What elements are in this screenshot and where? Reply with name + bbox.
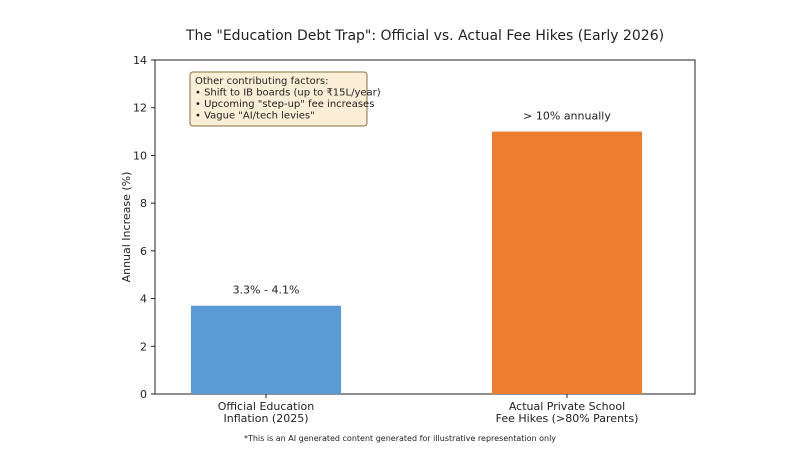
y-tick-label: 12	[133, 102, 147, 115]
y-tick-label: 2	[140, 340, 147, 353]
x-tick-label: Fee Hikes (>80% Parents)	[496, 412, 639, 425]
y-axis-label: Annual Increase (%)	[120, 172, 133, 283]
data-label: > 10% annually	[523, 110, 611, 123]
plot-frame	[154, 59, 696, 395]
x-tick-label: Official Education	[218, 400, 314, 413]
annotation-line: • Vague "AI/tech levies"	[195, 111, 315, 122]
annotation-line: • Upcoming "step-up" fee increases	[195, 99, 374, 110]
x-tick-label: Actual Private School	[509, 400, 625, 413]
x-tick-label: Inflation (2025)	[223, 412, 308, 425]
y-tick-label: 10	[133, 149, 147, 162]
annotation-line: Other contributing factors:	[195, 76, 328, 87]
annotation-line: • Shift to IB boards (up to ₹15L/year)	[195, 88, 381, 99]
y-tick-label: 6	[140, 245, 147, 258]
y-tick-label: 4	[140, 293, 147, 306]
chart-title: The "Education Debt Trap": Official vs. …	[185, 28, 664, 44]
data-label: 3.3% - 4.1%	[233, 284, 300, 297]
y-tick-label: 14	[133, 54, 147, 67]
disclaimer-text: *This is an AI generated content generat…	[244, 434, 556, 443]
bar	[191, 305, 341, 394]
annotation-box	[189, 71, 368, 127]
bar	[492, 131, 642, 395]
y-tick-label: 0	[140, 388, 147, 401]
y-tick-label: 8	[140, 197, 147, 210]
